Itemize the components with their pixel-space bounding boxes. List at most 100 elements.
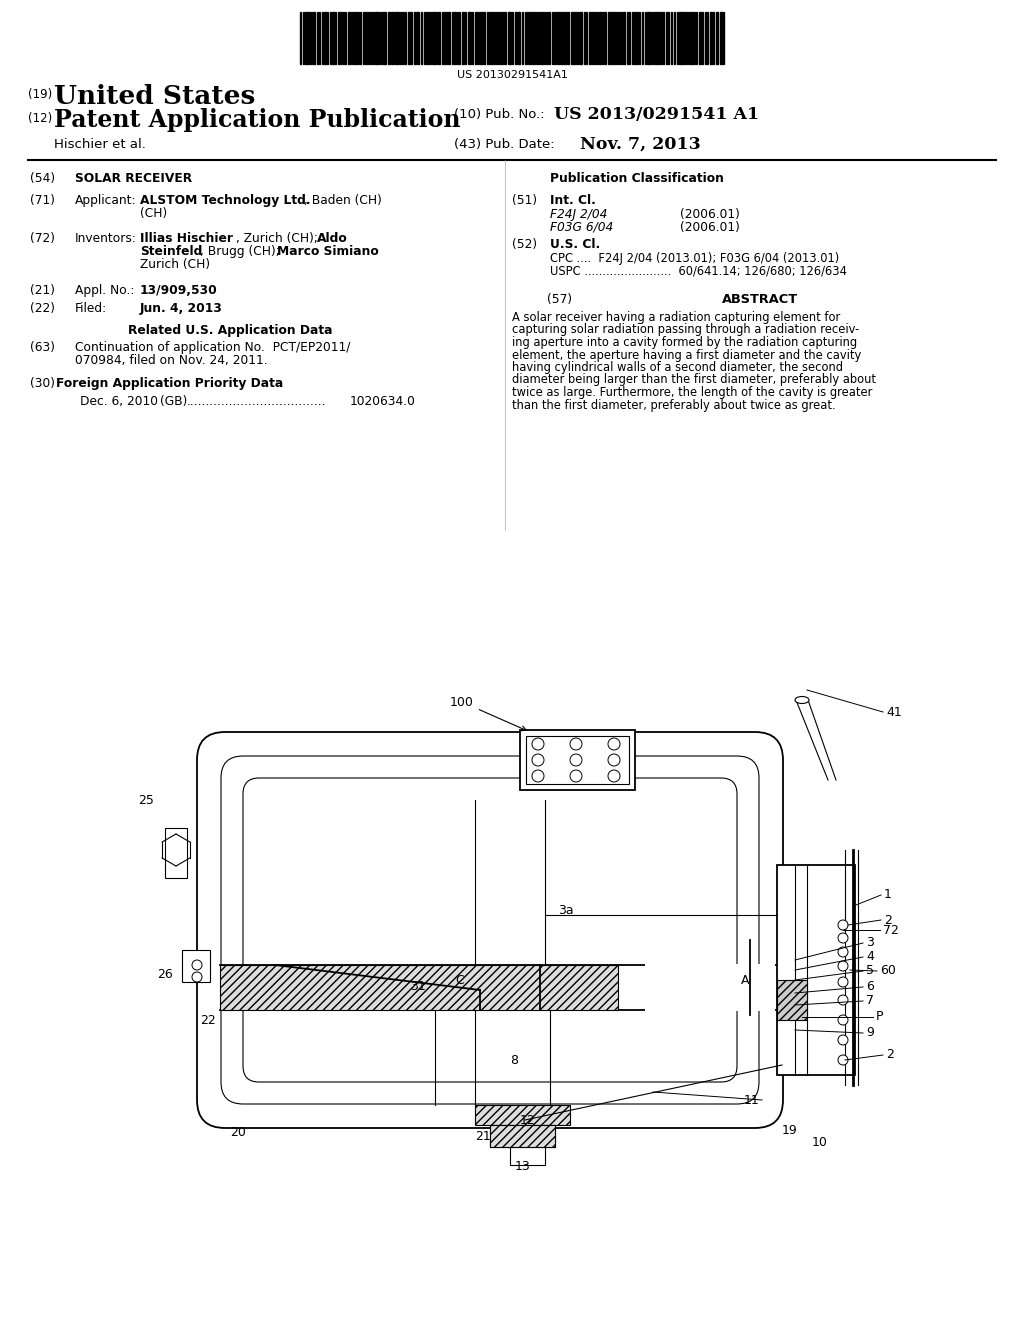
Text: (GB): (GB) [160,395,187,408]
Text: 2: 2 [886,1048,894,1061]
Bar [532,12,534,63]
Bar [391,12,393,63]
Text: Filed:: Filed: [75,302,108,315]
Bar [408,12,410,63]
Text: 3: 3 [866,936,873,949]
Text: (30): (30) [30,378,55,389]
Text: Steinfeld: Steinfeld [140,246,203,257]
Text: (2006.01): (2006.01) [680,220,740,234]
Text: Marco Simiano: Marco Simiano [278,246,379,257]
Bar [623,12,625,63]
Bar [679,12,681,63]
Bar [500,12,502,63]
Bar [454,12,456,63]
Bar [490,1125,555,1147]
Text: F03G 6/04: F03G 6/04 [550,220,613,234]
Text: C: C [456,974,464,986]
Circle shape [193,960,202,970]
Bar [592,12,594,63]
Circle shape [838,977,848,987]
Text: (CH): (CH) [140,207,167,220]
Bar [589,12,591,63]
Text: 9: 9 [866,1027,873,1040]
Text: 4: 4 [866,950,873,964]
Ellipse shape [795,697,809,704]
Text: 12: 12 [520,1114,536,1126]
Bar [480,12,482,63]
Text: Patent Application Publication: Patent Application Publication [54,108,461,132]
Text: capturing solar radiation passing through a radiation receiv-: capturing solar radiation passing throug… [512,323,859,337]
Circle shape [838,1035,848,1045]
Text: ABSTRACT: ABSTRACT [722,293,798,306]
Text: USPC ........................  60/641.14; 126/680; 126/634: USPC ........................ 60/641.14;… [550,265,847,279]
Bar [548,12,550,63]
Text: Inventors:: Inventors: [75,232,137,246]
Text: Nov. 7, 2013: Nov. 7, 2013 [580,136,700,153]
Text: Dec. 6, 2010: Dec. 6, 2010 [80,395,158,408]
Bar [777,979,807,1020]
Text: , Baden (CH): , Baden (CH) [304,194,382,207]
Text: 1: 1 [884,888,892,902]
Text: 26: 26 [157,969,173,982]
Text: 25: 25 [138,793,154,807]
Text: 19: 19 [782,1123,798,1137]
Bar [604,12,606,63]
Text: ALSTOM Technology Ltd.: ALSTOM Technology Ltd. [140,194,310,207]
Circle shape [838,995,848,1005]
Text: having cylindrical walls of a second diameter, the second: having cylindrical walls of a second dia… [512,360,843,374]
Bar [720,12,722,63]
Bar [526,737,629,784]
Bar [515,12,517,63]
Bar [490,1125,555,1147]
Text: (72): (72) [30,232,55,246]
Bar [165,828,187,878]
FancyBboxPatch shape [221,756,759,1104]
Bar [558,12,560,63]
Text: Related U.S. Application Data: Related U.S. Application Data [128,323,332,337]
Text: 070984, filed on Nov. 24, 2011.: 070984, filed on Nov. 24, 2011. [75,354,267,367]
Bar [182,950,210,982]
Text: (57): (57) [547,293,572,306]
Text: (71): (71) [30,194,55,207]
Bar [579,12,582,63]
Bar [541,12,543,63]
Text: Zurich (CH): Zurich (CH) [140,257,210,271]
Bar [529,12,531,63]
Bar [508,12,511,63]
Text: 20: 20 [230,1126,246,1139]
Text: 13: 13 [515,1160,530,1173]
Text: (2006.01): (2006.01) [680,209,740,220]
Bar [438,12,440,63]
Text: (51): (51) [512,194,538,207]
Text: (63): (63) [30,341,55,354]
Circle shape [532,770,544,781]
Bar [338,12,340,63]
Bar [645,964,775,1011]
Bar [348,12,350,63]
Text: Applicant:: Applicant: [75,194,136,207]
Text: Foreign Application Priority Data: Foreign Application Priority Data [56,378,284,389]
Bar [324,12,326,63]
Text: 22: 22 [200,1014,216,1027]
Circle shape [838,1055,848,1065]
Text: 3a: 3a [558,903,573,916]
Bar [355,12,357,63]
Text: diameter being larger than the first diameter, preferably about: diameter being larger than the first dia… [512,374,876,387]
Text: (12): (12) [28,112,52,125]
Text: U.S. Cl.: U.S. Cl. [550,238,600,251]
Bar [658,12,660,63]
Bar [220,965,617,1010]
Bar [490,12,493,63]
Bar [313,12,315,63]
Bar [520,730,635,789]
Bar [634,12,636,63]
FancyBboxPatch shape [197,733,783,1129]
Bar [777,865,855,1074]
Bar [599,12,601,63]
Bar [449,12,450,63]
Text: 60: 60 [880,965,896,978]
Text: Hischier et al.: Hischier et al. [54,139,145,150]
Text: P: P [876,1011,884,1023]
Text: Continuation of application No.  PCT/EP2011/: Continuation of application No. PCT/EP20… [75,341,350,354]
Text: 13/909,530: 13/909,530 [140,284,218,297]
